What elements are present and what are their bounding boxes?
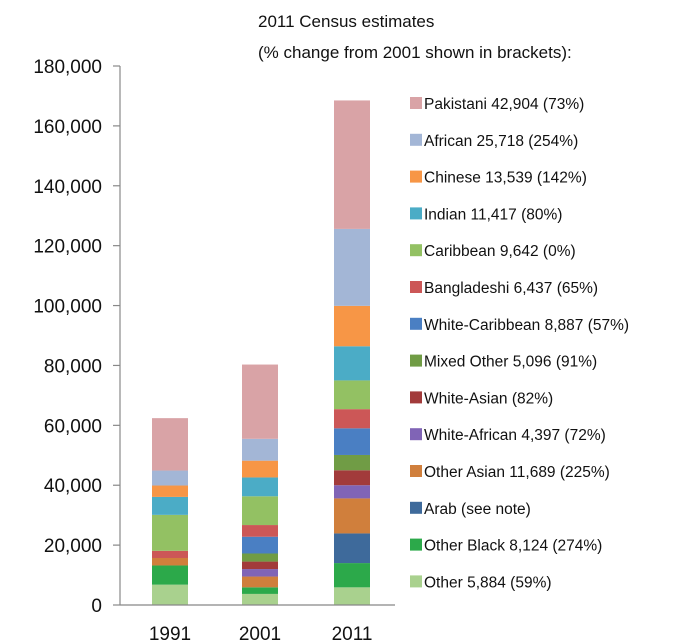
x-tick-label: 1991 (149, 624, 191, 644)
legend-swatch (410, 170, 422, 183)
legend-swatch (410, 575, 422, 588)
bar-segment (152, 550, 188, 558)
bar-segments (152, 100, 370, 605)
chart-title: 2011 Census estimates (258, 12, 434, 31)
legend-swatch (410, 133, 422, 146)
bar-segment (334, 346, 370, 381)
bar-segment (242, 364, 278, 439)
legend-swatch (410, 428, 422, 441)
bar-segment (152, 496, 188, 515)
bar-segment (152, 485, 188, 497)
y-tick-label: 100,000 (33, 297, 102, 318)
legend-label: Chinese 13,539 (142%) (424, 170, 587, 187)
bar-segment (334, 409, 370, 429)
x-tick-label: 2001 (239, 624, 281, 644)
y-tick-label: 140,000 (33, 177, 102, 198)
bar-segment (152, 584, 188, 605)
bar-segment (242, 561, 278, 570)
bar-segment (334, 100, 370, 229)
bar-segment (334, 428, 370, 455)
y-tick-label: 20,000 (44, 536, 102, 557)
legend-label: Arab (see note) (424, 501, 531, 518)
bar-segment (334, 498, 370, 534)
legend-swatch (410, 207, 422, 220)
bar-segment (242, 477, 278, 497)
y-axis-ticks: 0 20,000 40,000 60,000 80,000 100,000 120,000 1… (33, 57, 120, 617)
bar-segment (242, 569, 278, 577)
legend-swatch (410, 465, 422, 477)
bar-segment (334, 454, 370, 471)
bar-segment (334, 228, 370, 306)
bar-segment (152, 418, 188, 471)
bar-segment (334, 563, 370, 588)
legend-swatch (410, 391, 422, 404)
bar-segment (242, 576, 278, 588)
bar-segment (334, 305, 370, 347)
bar-segment (242, 460, 278, 478)
y-tick-label: 160,000 (33, 117, 102, 138)
bar-segment (242, 587, 278, 594)
bar-segment (242, 593, 278, 605)
y-tick-label: 80,000 (44, 356, 102, 377)
y-tick-label: 60,000 (44, 416, 102, 437)
bar-segment (334, 533, 370, 564)
bar-segment (242, 536, 278, 554)
legend-label: Bangladeshi 6,437 (65%) (424, 280, 598, 297)
legend-swatch (410, 281, 422, 293)
y-tick-label: 120,000 (33, 237, 102, 258)
y-tick-label: 0 (91, 596, 102, 617)
chart-subtitle: (% change from 2001 shown in brackets): (258, 43, 572, 62)
bar-segment (242, 553, 278, 562)
y-tick-label: 180,000 (33, 57, 102, 78)
bar-segment (152, 565, 188, 585)
legend-swatch (410, 317, 422, 330)
bar-segment (242, 496, 278, 526)
legend-swatch (410, 97, 422, 109)
legend-label: Other 5,884 (59%) (424, 574, 552, 591)
bar-segment (334, 470, 370, 486)
legend-label: White-African 4,397 (72%) (424, 427, 606, 444)
bar-segment (242, 438, 278, 461)
legend-label: Mixed Other 5,096 (91%) (424, 354, 597, 371)
bar-segment (242, 525, 278, 537)
legend-label: Indian 11,417 (80%) (424, 206, 562, 223)
bar-segment (152, 470, 188, 486)
legend-label: White-Asian (82%) (424, 390, 553, 407)
legend-swatch (410, 244, 422, 257)
x-axis-ticks: 1991 2001 2011 (149, 624, 373, 644)
legend: Pakistani 42,904 (73%) African 25,718 (25… (410, 96, 629, 591)
legend-swatch (410, 501, 422, 514)
legend-swatch (410, 538, 422, 551)
bar-segment (152, 514, 188, 551)
legend-swatch (410, 354, 422, 367)
bar-segment (334, 587, 370, 605)
legend-label: Caribbean 9,642 (0%) (424, 243, 576, 260)
legend-label: Pakistani 42,904 (73%) (424, 96, 584, 113)
bar-segment (152, 557, 188, 566)
legend-label: Other Asian 11,689 (225%) (424, 464, 610, 481)
legend-label: White-Caribbean 8,887 (57%) (424, 317, 629, 334)
y-tick-label: 40,000 (44, 476, 102, 497)
legend-label: Other Black 8,124 (274%) (424, 538, 602, 555)
legend-label: African 25,718 (254%) (424, 133, 578, 150)
x-tick-label: 2011 (332, 624, 373, 644)
bar-segment (334, 380, 370, 410)
bar-segment (334, 485, 370, 499)
